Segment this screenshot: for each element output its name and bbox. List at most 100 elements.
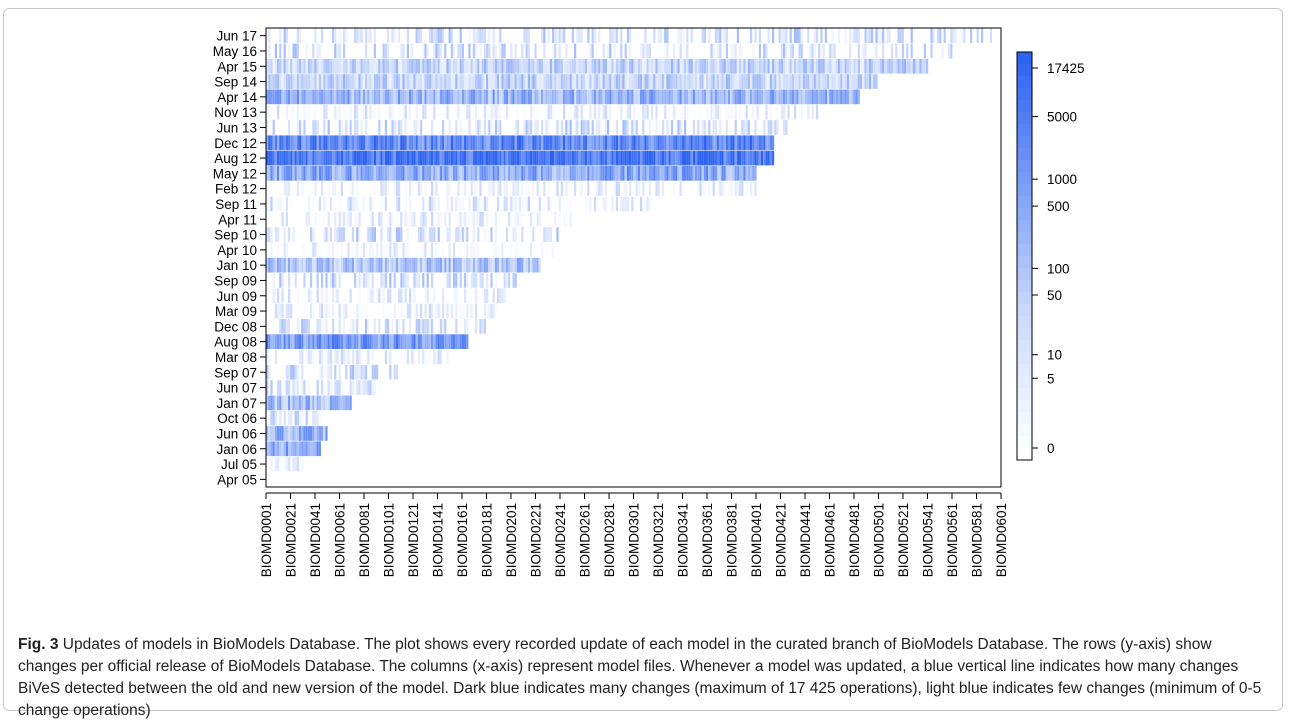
heatmap-cell bbox=[305, 319, 308, 334]
heatmap-cell bbox=[323, 135, 326, 151]
heatmap-cell bbox=[413, 166, 416, 181]
heatmap-cell bbox=[565, 166, 568, 181]
heatmap-cell bbox=[505, 196, 508, 212]
heatmap-cell bbox=[477, 89, 480, 105]
heatmap-cell bbox=[776, 74, 779, 89]
heatmap-cell bbox=[536, 74, 539, 89]
heatmap-cell bbox=[679, 58, 682, 74]
heatmap-cell bbox=[351, 227, 354, 242]
heatmap-cell bbox=[763, 150, 766, 166]
heatmap-cell bbox=[285, 395, 288, 411]
heatmap-cell bbox=[303, 380, 306, 395]
heatmap-cell bbox=[725, 150, 728, 166]
heatmap-cell bbox=[464, 242, 467, 258]
heatmap-cell bbox=[873, 58, 876, 74]
heatmap-cell bbox=[367, 89, 370, 105]
heatmap-cell bbox=[433, 288, 436, 304]
y-tick-label: Jan 06 bbox=[216, 442, 257, 457]
heatmap-cell bbox=[417, 319, 420, 334]
heatmap-cell bbox=[915, 58, 918, 74]
heatmap-cell bbox=[404, 120, 407, 135]
heatmap-cell bbox=[833, 43, 836, 59]
heatmap-cell bbox=[800, 74, 803, 89]
heatmap-cell bbox=[703, 181, 706, 196]
heatmap-cell bbox=[659, 150, 662, 166]
heatmap-cell bbox=[307, 426, 310, 441]
heatmap-cell bbox=[349, 196, 352, 212]
heatmap-cell bbox=[316, 334, 319, 349]
heatmap-cell bbox=[501, 257, 504, 273]
x-tick-label: BIOMD0141 bbox=[431, 503, 446, 577]
heatmap-cell bbox=[325, 135, 328, 151]
heatmap-cell bbox=[292, 166, 295, 181]
heatmap-cell bbox=[796, 58, 799, 74]
heatmap-cell bbox=[424, 181, 427, 196]
heatmap-cell bbox=[633, 74, 636, 89]
heatmap-cell bbox=[334, 395, 337, 411]
heatmap-cell bbox=[794, 89, 797, 105]
x-tick-label: BIOMD0421 bbox=[774, 503, 789, 577]
heatmap-cell bbox=[325, 74, 328, 89]
heatmap-cell bbox=[516, 166, 519, 181]
heatmap-cell bbox=[345, 120, 348, 135]
heatmap-cell bbox=[752, 89, 755, 105]
heatmap-cell bbox=[822, 43, 825, 59]
heatmap-cell bbox=[829, 58, 832, 74]
heatmap-cell bbox=[690, 150, 693, 166]
heatmap-cell bbox=[545, 135, 548, 151]
heatmap-cell bbox=[534, 58, 537, 74]
heatmap-cell bbox=[745, 135, 748, 151]
heatmap-cell bbox=[789, 58, 792, 74]
heatmap-cell bbox=[279, 410, 282, 426]
heatmap-cell bbox=[554, 74, 557, 89]
heatmap-cell bbox=[371, 211, 374, 227]
heatmap-cell bbox=[752, 150, 755, 166]
heatmap-cell bbox=[402, 89, 405, 105]
heatmap-cell bbox=[769, 150, 772, 166]
heatmap-cell bbox=[591, 43, 594, 59]
heatmap-cell bbox=[950, 28, 953, 43]
heatmap-cell bbox=[492, 28, 495, 43]
heatmap-cell bbox=[268, 364, 271, 380]
heatmap-cell bbox=[505, 150, 508, 166]
heatmap-cell bbox=[475, 43, 478, 59]
heatmap-cell bbox=[457, 104, 460, 120]
heatmap-cell bbox=[644, 89, 647, 105]
heatmap-cell bbox=[765, 43, 768, 59]
heatmap-cell bbox=[347, 257, 350, 273]
heatmap-cell bbox=[503, 196, 506, 212]
heatmap-cell bbox=[838, 74, 841, 89]
heatmap-cell bbox=[296, 43, 299, 59]
heatmap-cell bbox=[285, 135, 288, 151]
heatmap-cell bbox=[525, 135, 528, 151]
heatmap-cell bbox=[461, 196, 464, 212]
heatmap-cell bbox=[567, 166, 570, 181]
heatmap-cell bbox=[433, 28, 436, 43]
heatmap-cell bbox=[303, 104, 306, 120]
heatmap-cell bbox=[356, 28, 359, 43]
heatmap-cell bbox=[398, 135, 401, 151]
heatmap-cell bbox=[598, 135, 601, 151]
heatmap-cell bbox=[272, 89, 275, 105]
heatmap-cell bbox=[336, 58, 339, 74]
heatmap-cell bbox=[970, 28, 973, 43]
heatmap-cell bbox=[424, 334, 427, 349]
heatmap-cell bbox=[824, 74, 827, 89]
heatmap-cell bbox=[846, 89, 849, 105]
heatmap-cell bbox=[398, 120, 401, 135]
heatmap-cell bbox=[585, 58, 588, 74]
heatmap-cell bbox=[653, 89, 656, 105]
heatmap-cell bbox=[633, 135, 636, 151]
heatmap-cell bbox=[459, 135, 462, 151]
heatmap-cell bbox=[532, 104, 535, 120]
heatmap-cell bbox=[657, 166, 660, 181]
y-tick-label: Feb 12 bbox=[215, 182, 257, 197]
heatmap-cell bbox=[360, 380, 363, 395]
color-legend-swatch bbox=[1017, 232, 1032, 245]
heatmap-cell bbox=[721, 150, 724, 166]
heatmap-cell bbox=[415, 303, 418, 319]
heatmap-cell bbox=[510, 58, 513, 74]
heatmap-cell bbox=[435, 74, 438, 89]
heatmap-cell bbox=[279, 380, 282, 395]
heatmap-cell bbox=[431, 58, 434, 74]
